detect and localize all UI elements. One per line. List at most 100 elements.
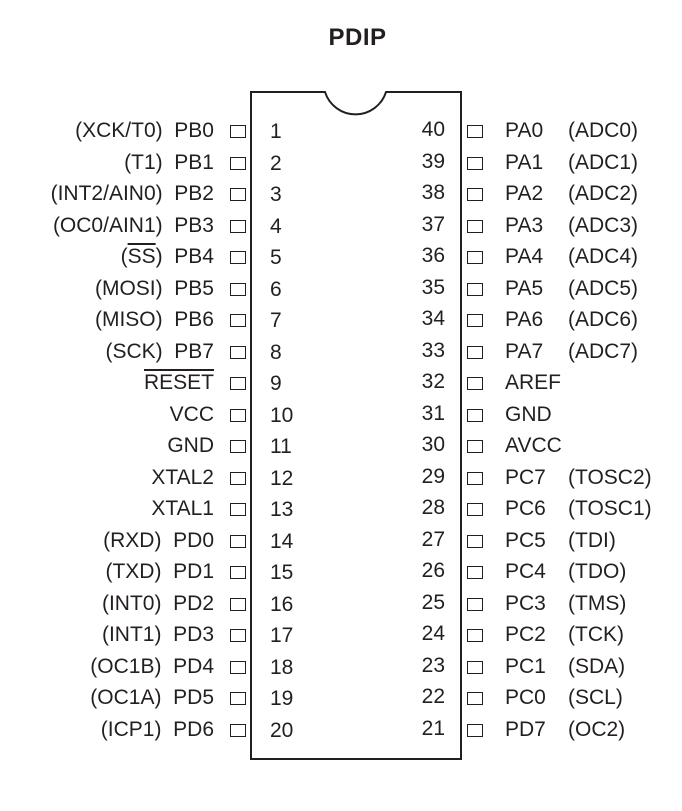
pin-number-left: 17 — [270, 624, 294, 647]
pin-number-right: 30 — [421, 433, 445, 456]
pin-number-left: 20 — [270, 718, 294, 742]
pin-name: PA2 — [505, 182, 544, 205]
pin-name: PB2 — [174, 182, 214, 205]
pin-pad-right — [467, 408, 483, 422]
pin-name: RESET — [143, 371, 214, 394]
pin-label-left: (SS) PB4 — [121, 245, 214, 269]
pin-pad-right — [467, 188, 483, 201]
pin-pad-right — [467, 282, 483, 296]
pin-pad-left — [230, 377, 246, 390]
pin-alt-function: (MISO) — [94, 308, 175, 331]
pin-label-left: (T1) PB1 — [124, 151, 214, 175]
pin-alt-function: (SCL) — [568, 686, 623, 709]
pin-alt-function: (XCK/T0) — [75, 119, 175, 142]
pin-number-right: 33 — [421, 338, 445, 362]
pin-pad-left — [230, 629, 246, 642]
pin-name: AVCC — [505, 434, 562, 457]
pin-label-left: (OC1A) PD5 — [90, 686, 214, 710]
pin-alt-function: (OC0/AIN1) — [52, 213, 175, 237]
pin-number-left: 2 — [270, 151, 282, 175]
pin-number-left: 13 — [270, 498, 294, 521]
pin-number-right: 21 — [421, 716, 445, 740]
pin-alt-function: (ADC7) — [568, 339, 639, 363]
pin-pad-left — [230, 440, 246, 453]
pin-number-left: 16 — [270, 592, 294, 616]
pin-name: PD3 — [173, 623, 214, 646]
pin-number-left: 12 — [270, 466, 294, 490]
pin-number-left: 11 — [270, 435, 292, 458]
pin-pad-right — [467, 440, 483, 453]
pin-alt-function: (TDI) — [568, 528, 616, 552]
pin-name: PC2 — [505, 623, 546, 646]
pin-alt-function: (ADC3) — [568, 213, 639, 237]
pin-name: PC7 — [505, 465, 546, 489]
pin-number-left: 3 — [270, 183, 282, 206]
pin-alt-function: (TDO) — [568, 560, 627, 583]
pin-alt-function: (ADC5) — [568, 276, 639, 300]
pin-pad-right — [467, 692, 483, 705]
pin-name: PA3 — [505, 213, 544, 237]
pin-pad-left — [230, 534, 246, 548]
pin-name: XTAL1 — [151, 497, 214, 520]
pin-name: PC3 — [505, 591, 546, 615]
pin-number-right: 35 — [421, 275, 445, 299]
pin-number-right: 22 — [421, 685, 445, 708]
pin-label-left: (ICP1) PD6 — [101, 718, 214, 742]
pin-alt-function: (ADC0) — [568, 119, 639, 142]
pin-pad-right — [467, 629, 483, 642]
pin-pad-right — [467, 534, 483, 548]
pin-name: PD1 — [173, 560, 214, 583]
pin-alt-function: (RXD) — [103, 528, 174, 552]
pin-name: PA6 — [505, 308, 544, 331]
pin-alt-function: (OC1B) — [90, 654, 174, 678]
pin-pad-left — [230, 471, 246, 485]
pin-label-left: (INT0) PD2 — [102, 592, 214, 616]
pin-pad-right — [467, 156, 483, 170]
pin-name: PD0 — [173, 528, 214, 552]
pin-number-right: 28 — [421, 496, 445, 519]
pin-number-left: 8 — [270, 340, 282, 364]
pin-label-left: (MISO) PB6 — [95, 308, 214, 332]
pin-name: PB0 — [174, 119, 214, 142]
pin-pad-right — [467, 377, 483, 390]
pin-pad-right — [467, 660, 483, 674]
pin-alt-function: (ADC1) — [568, 150, 639, 174]
pin-pad-right — [467, 597, 483, 611]
pin-alt-function: (ADC6) — [568, 308, 639, 331]
pin-pad-left — [230, 692, 246, 705]
pin-alt-function: (T1) — [124, 150, 175, 174]
pin-name: PA1 — [505, 150, 544, 174]
pin-alt-function: (TOSC2) — [568, 465, 652, 489]
pin-alt-function: (INT2/AIN0) — [50, 182, 175, 205]
pin-alt-function: (INT0) — [101, 591, 174, 615]
pin-label-left: (OC1B) PD4 — [90, 655, 214, 679]
pin-pad-right — [467, 723, 483, 737]
pin-pad-right — [467, 125, 483, 138]
pin-label-left: VCC — [170, 403, 214, 427]
pin-name: PB7 — [174, 339, 214, 363]
pin-alt-function: ( — [120, 245, 128, 268]
pin-name: PD4 — [173, 654, 214, 678]
pin-pad-left — [230, 314, 246, 327]
pin-pad-left — [230, 503, 246, 516]
pin-number-left: 14 — [270, 529, 294, 553]
pin-number-right: 29 — [421, 464, 445, 488]
pin-label-left: (XCK/T0) PB0 — [75, 119, 214, 143]
pin-number-left: 18 — [270, 655, 294, 679]
pin-pad-left — [230, 251, 246, 264]
pin-label-left: XTAL2 — [151, 466, 214, 490]
pin-name: PB5 — [174, 276, 214, 300]
pin-alt-function: (OC1A) — [90, 686, 174, 709]
pin-label-left: (OC0/AIN1) PB3 — [53, 214, 214, 238]
pin-name: XTAL2 — [151, 465, 214, 489]
pin-alt-function: (TOSC1) — [568, 497, 652, 520]
pin-label-left: XTAL1 — [151, 497, 214, 521]
pin-name: AREF — [505, 371, 562, 394]
pin-number-right: 34 — [421, 307, 445, 330]
pin-name: GND — [505, 402, 552, 426]
pin-alt-function: (SDA) — [568, 654, 626, 678]
package-title: PDIP — [328, 24, 387, 51]
pin-alt-function: (ADC2) — [568, 182, 639, 205]
pin-alt-function: (INT1) — [101, 623, 174, 646]
